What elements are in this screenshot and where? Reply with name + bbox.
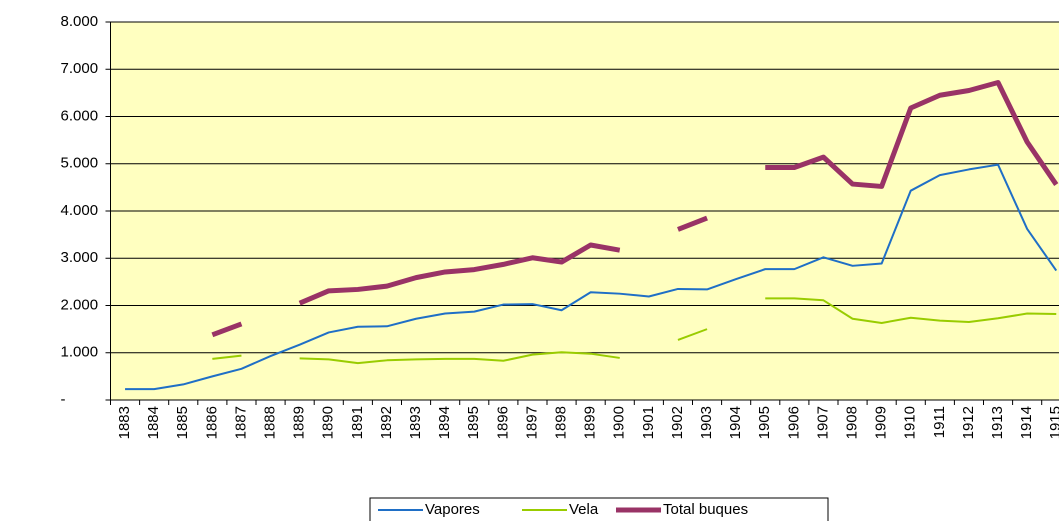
x-tick-label: 1883 [116,406,133,439]
y-tick-label: 7.000 [61,60,99,77]
y-tick-label: 8.000 [61,13,99,30]
x-tick-label: 1903 [698,406,715,439]
legend-label: Total buques [663,501,748,518]
x-tick-label: 1908 [844,406,861,439]
series-line [212,297,1057,365]
x-tick-label: 1901 [640,406,657,439]
x-tick-label: 1900 [611,406,628,439]
x-tick-label: 1889 [291,406,308,439]
x-tick-label: 1887 [232,406,249,439]
x-tick-label: 1897 [523,406,540,439]
y-tick-label: 3.000 [61,249,99,266]
legend-label: Vapores [425,501,480,518]
x-tick-label: 1894 [436,406,453,439]
x-tick-label: 1910 [902,406,919,439]
x-tick-label: 1902 [669,406,686,439]
x-tick-label: 1891 [349,406,366,439]
y-tick-label: - [61,391,66,408]
x-tick-label: 1885 [174,406,191,439]
x-tick-label: 1905 [756,406,773,439]
y-tick-label: 2.000 [61,296,99,313]
y-tick-label: 6.000 [61,107,99,124]
x-tick-label: 1915 [1047,406,1059,439]
x-tick-label: 1899 [582,406,599,439]
x-tick-label: 1890 [320,406,337,439]
x-tick-label: 1913 [989,406,1006,439]
legend-box [369,497,829,521]
y-tick-label: 5.000 [61,155,99,172]
x-tick-label: 1911 [931,406,948,438]
x-tick-label: 1898 [553,406,570,439]
series-line [125,163,1058,391]
x-tick-label: 1895 [465,406,482,439]
x-tick-label: 1888 [262,406,279,439]
y-tick-label: 4.000 [61,202,99,219]
x-tick-label: 1893 [407,406,424,439]
x-tick-label: 1884 [145,406,162,439]
x-tick-label: 1906 [785,406,802,439]
x-tick-label: 1907 [814,406,831,439]
x-tick-label: 1892 [378,406,395,439]
x-tick-label: 1912 [960,406,977,439]
legend-label: Vela [569,501,599,518]
y-tick-label: 1.000 [61,344,99,361]
x-tick-label: 1896 [494,406,511,439]
series-line [211,79,1059,338]
x-tick-label: 1904 [727,406,744,439]
x-tick-label: 1886 [203,406,220,439]
x-tick-label: 1914 [1018,406,1035,439]
x-tick-label: 1909 [873,406,890,439]
